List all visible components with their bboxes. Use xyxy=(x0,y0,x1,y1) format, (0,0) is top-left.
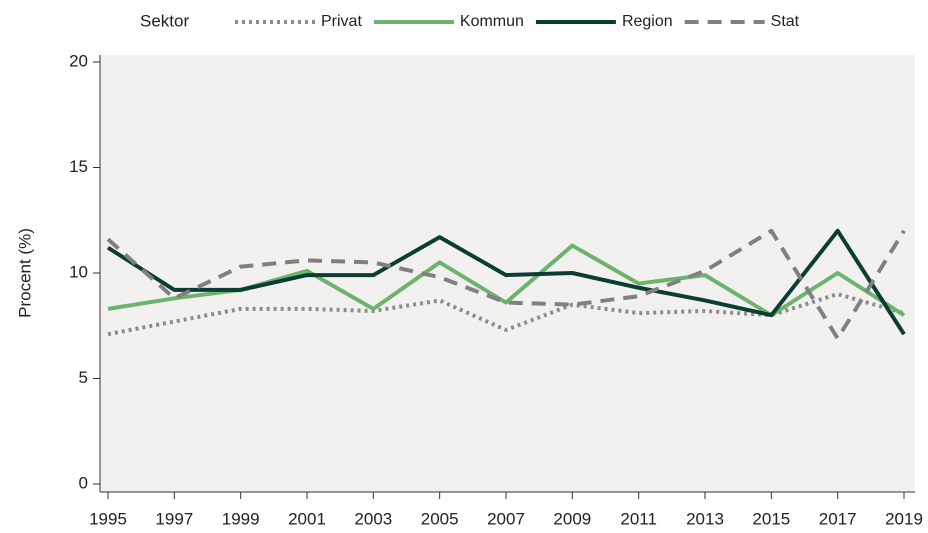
legend-label: Privat xyxy=(321,13,362,30)
x-tick-label: 2015 xyxy=(752,509,790,528)
legend-label: Region xyxy=(622,13,673,30)
x-tick-label: 2003 xyxy=(354,509,392,528)
series-line xyxy=(106,228,906,336)
legend-label: Stat xyxy=(771,13,800,30)
x-tick-label: 1997 xyxy=(155,509,193,528)
y-tick-label: 10 xyxy=(69,262,88,281)
x-tick-label: 2007 xyxy=(487,509,525,528)
y-tick-label: 5 xyxy=(79,368,88,387)
x-tick-label: 1999 xyxy=(222,509,260,528)
x-tick-label: 2017 xyxy=(819,509,857,528)
legend-title: Sektor xyxy=(140,11,189,30)
x-tick-label: 2019 xyxy=(885,509,923,528)
legend: Privat Kommun Region Stat xyxy=(235,13,800,30)
y-tick-label: 20 xyxy=(69,51,88,70)
x-tick-label: 2005 xyxy=(421,509,459,528)
y-tick-label: 15 xyxy=(69,157,88,176)
y-axis-label: Procent (%) xyxy=(15,228,34,318)
x-tick-label: 2013 xyxy=(686,509,724,528)
series-line xyxy=(106,228,906,341)
series-line xyxy=(107,292,905,337)
x-tick-label: 1995 xyxy=(89,509,127,528)
legend-label: Kommun xyxy=(460,13,524,30)
y-tick-label: 0 xyxy=(79,473,88,492)
x-tick-label: 2001 xyxy=(288,509,326,528)
x-tick-label: 2011 xyxy=(620,509,657,528)
x-tick-label: 2009 xyxy=(553,509,591,528)
